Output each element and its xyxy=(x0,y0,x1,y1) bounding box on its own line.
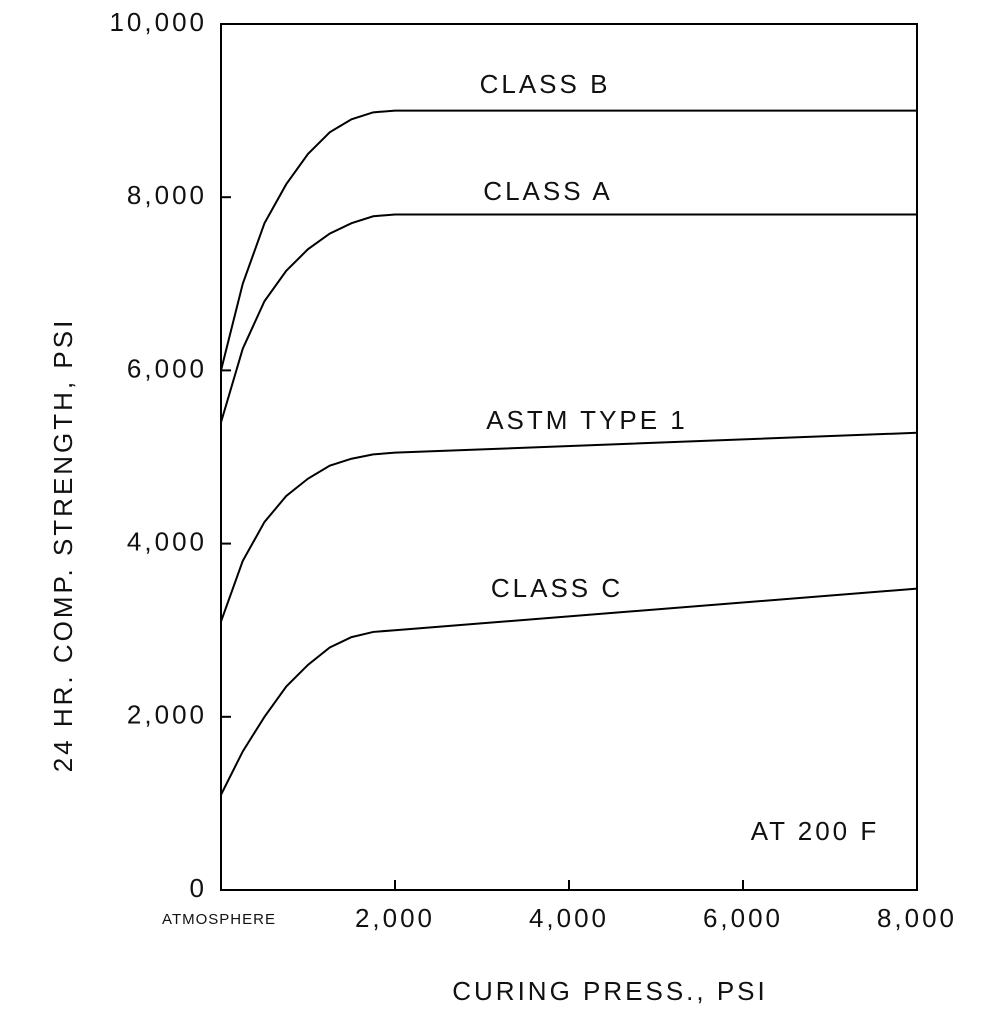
y-axis-label: 24 HR. COMP. STRENGTH, PSI xyxy=(48,318,78,773)
x-tick-label: 6,000 xyxy=(703,903,783,933)
x-axis-label: CURING PRESS., PSI xyxy=(452,976,768,1006)
x-tick-label: 4,000 xyxy=(529,903,609,933)
series-label: CLASS C xyxy=(491,573,623,603)
y-tick-label: 6,000 xyxy=(127,353,207,383)
series-label: CLASS A xyxy=(483,176,612,206)
y-tick-label: 0 xyxy=(190,873,207,903)
x-tick-label: 8,000 xyxy=(877,903,957,933)
y-tick-label: 4,000 xyxy=(127,526,207,556)
x-tick-label: 2,000 xyxy=(355,903,435,933)
series-line xyxy=(220,431,918,622)
y-tick-label: 10,000 xyxy=(109,7,207,37)
annotation: AT 200 F xyxy=(751,816,880,846)
y-tick-label: 8,000 xyxy=(127,180,207,210)
series-line xyxy=(220,213,917,423)
x-tick-label: ATMOSPHERE xyxy=(162,911,276,928)
series-label: ASTM TYPE 1 xyxy=(486,405,688,435)
series-label: CLASS B xyxy=(480,69,611,99)
series-line xyxy=(220,109,917,371)
y-tick-label: 2,000 xyxy=(127,700,207,730)
series-line xyxy=(220,587,918,796)
plot-frame xyxy=(220,23,918,891)
